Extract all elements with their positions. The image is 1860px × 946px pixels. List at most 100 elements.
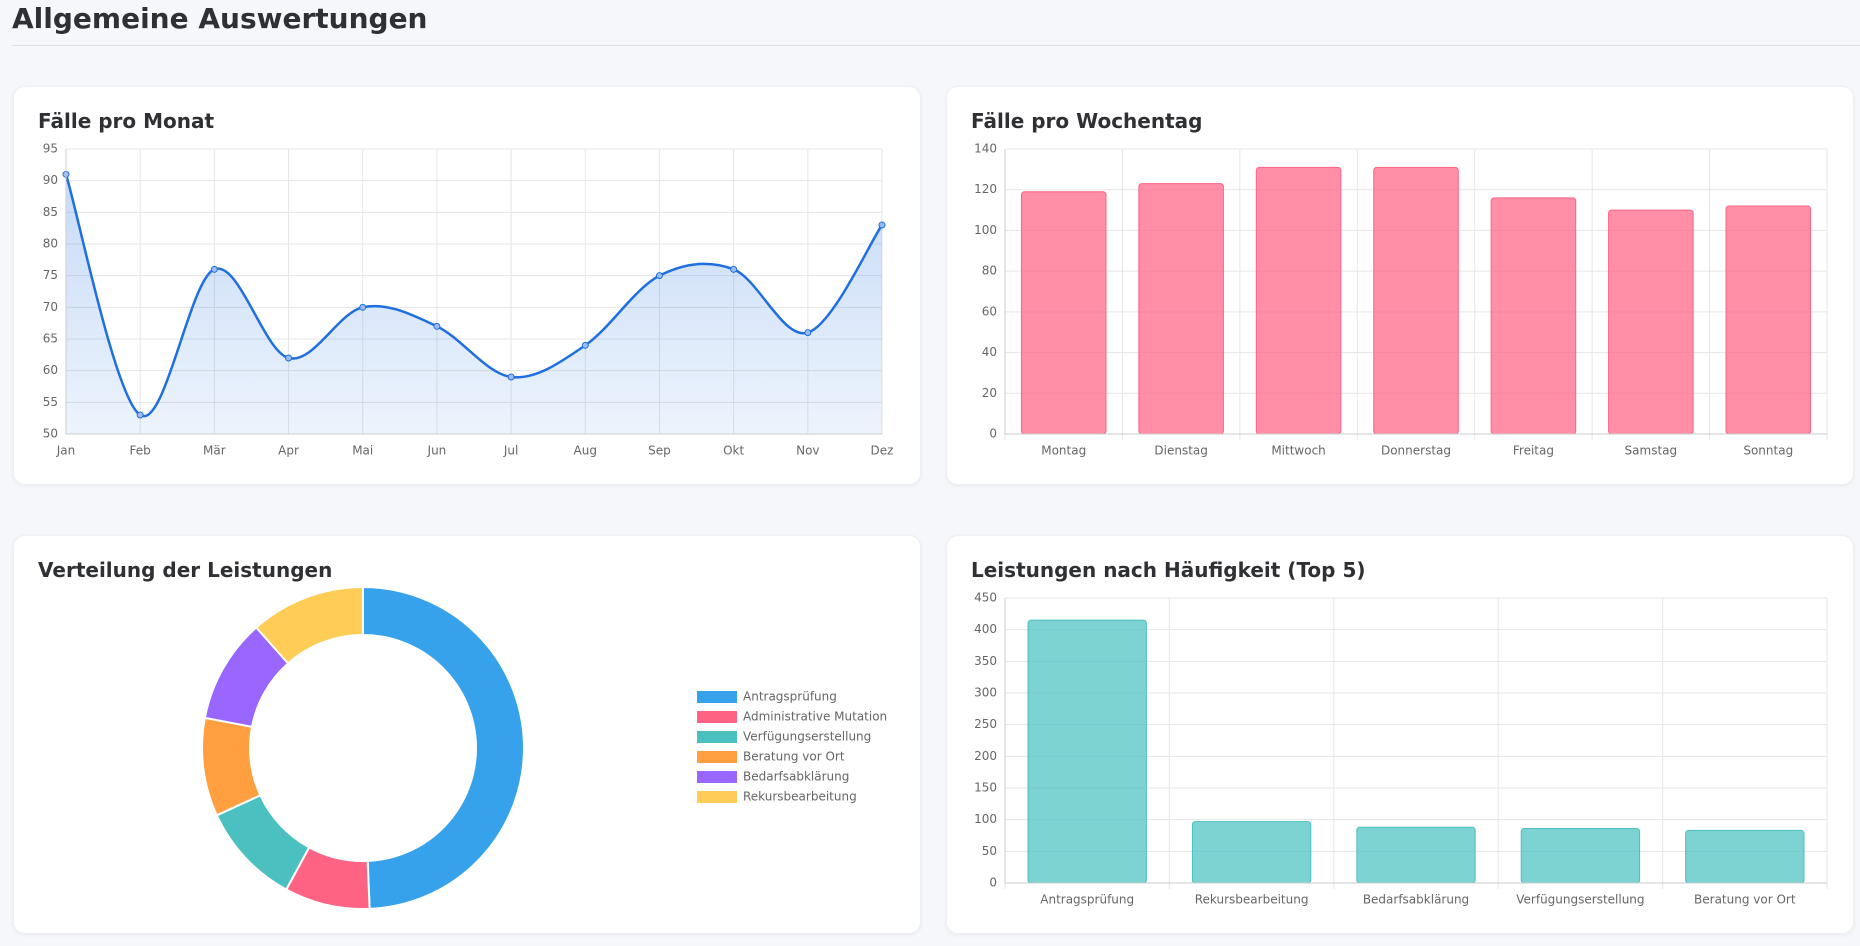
point bbox=[730, 265, 738, 273]
x-tick-label: Samstag bbox=[1625, 444, 1678, 458]
x-tick-label: Bedarfsabklärung bbox=[1363, 893, 1469, 907]
chart-title: Verteilung der Leistungen bbox=[38, 558, 333, 582]
page-title: Allgemeine Auswertungen bbox=[12, 2, 428, 35]
doughnut-segment bbox=[362, 585, 525, 910]
chart-title: Fälle pro Wochentag bbox=[971, 109, 1203, 133]
chart-title: Leistungen nach Häufigkeit (Top 5) bbox=[971, 558, 1366, 582]
x-tick-label: Mai bbox=[352, 444, 373, 458]
bar bbox=[1520, 828, 1641, 884]
y-tick-label: 55 bbox=[43, 395, 58, 409]
y-tick-label: 450 bbox=[974, 591, 997, 605]
y-tick-label: 60 bbox=[982, 304, 997, 318]
bar bbox=[1191, 821, 1312, 884]
y-tick-label: 60 bbox=[43, 363, 58, 377]
bar bbox=[1725, 205, 1812, 435]
point bbox=[878, 221, 886, 229]
divider bbox=[12, 45, 1860, 46]
legend-label: Administrative Mutation bbox=[743, 710, 887, 724]
x-tick-label: Jul bbox=[503, 444, 518, 458]
bar bbox=[1356, 826, 1476, 884]
legend-label: Antragsprüfung bbox=[743, 690, 837, 704]
point bbox=[581, 341, 589, 349]
y-tick-label: 0 bbox=[989, 427, 997, 441]
chart: 0 20 40 60 80 100 120 140 Montag Dienstag Mittwoch… bbox=[974, 142, 1828, 458]
y-tick-label: 150 bbox=[974, 781, 997, 795]
x-tick-label: Antragsprüfung bbox=[1040, 893, 1134, 907]
chart-card: Verteilung der Leistungen Antragsprüfung… bbox=[13, 535, 921, 934]
y-tick-label: 75 bbox=[43, 268, 58, 282]
point bbox=[804, 329, 812, 337]
point bbox=[433, 322, 441, 330]
chart-title: Fälle pro Monat bbox=[38, 109, 215, 133]
point bbox=[507, 373, 515, 381]
y-tick-label: 20 bbox=[982, 386, 997, 400]
x-tick-label: Dez bbox=[871, 444, 894, 458]
chart-card: Leistungen nach Häufigkeit (Top 5) 0 50 10… bbox=[946, 535, 1854, 934]
legend-label: Verfügungserstellung bbox=[743, 730, 871, 744]
y-tick-label: 70 bbox=[43, 300, 58, 314]
bar bbox=[1490, 197, 1577, 435]
point bbox=[210, 265, 218, 273]
chart-card: Fälle pro Monat 50 55 60 65 70 75 80 85 90 95 Jan F… bbox=[13, 86, 921, 485]
y-tick-label: 40 bbox=[982, 345, 997, 359]
bar bbox=[1608, 209, 1694, 435]
y-tick-label: 50 bbox=[43, 427, 58, 441]
y-tick-label: 85 bbox=[43, 205, 58, 219]
legend-label: Rekursbearbeitung bbox=[743, 790, 857, 804]
y-tick-label: 80 bbox=[43, 237, 58, 251]
x-tick-label: Apr bbox=[278, 444, 299, 458]
x-tick-label: Mär bbox=[203, 444, 226, 458]
y-tick-label: 250 bbox=[974, 717, 997, 731]
y-tick-label: 400 bbox=[974, 622, 997, 636]
y-tick-label: 200 bbox=[974, 749, 997, 763]
x-tick-label: Sep bbox=[648, 444, 671, 458]
x-tick-label: Aug bbox=[574, 444, 597, 458]
x-tick-label: Rekursbearbeitung bbox=[1195, 893, 1309, 907]
y-tick-label: 100 bbox=[974, 223, 997, 237]
x-tick-label: Donnerstag bbox=[1381, 444, 1451, 458]
legend-label: Bedarfsabklärung bbox=[743, 770, 849, 784]
x-tick-label: Jun bbox=[427, 444, 447, 458]
y-tick-label: 90 bbox=[43, 173, 58, 187]
x-tick-label: Jan bbox=[56, 444, 76, 458]
legend-swatch bbox=[697, 711, 737, 723]
x-tick-label: Nov bbox=[796, 444, 819, 458]
bar bbox=[1255, 166, 1342, 435]
legend-label: Beratung vor Ort bbox=[743, 750, 845, 764]
legend-swatch bbox=[697, 791, 737, 803]
point bbox=[136, 411, 144, 419]
y-tick-label: 300 bbox=[974, 686, 997, 700]
bar bbox=[1020, 191, 1107, 435]
y-tick-label: 65 bbox=[43, 332, 58, 346]
x-tick-label: Verfügungserstellung bbox=[1516, 893, 1644, 907]
doughnut-segment bbox=[254, 585, 364, 665]
x-tick-label: Mittwoch bbox=[1271, 444, 1325, 458]
x-tick-label: Montag bbox=[1041, 444, 1086, 458]
y-tick-label: 120 bbox=[974, 182, 997, 196]
x-tick-label: Feb bbox=[130, 444, 151, 458]
point bbox=[655, 272, 663, 280]
y-tick-label: 0 bbox=[989, 876, 997, 890]
x-tick-label: Freitag bbox=[1513, 444, 1554, 458]
point bbox=[359, 303, 367, 311]
y-tick-label: 350 bbox=[974, 654, 997, 668]
y-tick-label: 140 bbox=[974, 142, 997, 156]
area bbox=[66, 174, 882, 434]
x-tick-label: Beratung vor Ort bbox=[1694, 893, 1796, 907]
x-tick-label: Dienstag bbox=[1154, 444, 1208, 458]
y-tick-label: 100 bbox=[974, 812, 997, 826]
y-tick-label: 50 bbox=[982, 844, 997, 858]
legend-swatch bbox=[697, 771, 737, 783]
legend-swatch bbox=[697, 751, 737, 763]
x-tick-label: Sonntag bbox=[1743, 444, 1793, 458]
bar bbox=[1138, 183, 1224, 435]
legend-swatch bbox=[697, 691, 737, 703]
bar bbox=[1373, 166, 1459, 435]
chart: 0 50 100 150 200 250 300 350 400 450 Antragsprüfun… bbox=[974, 591, 1828, 907]
bar bbox=[1685, 829, 1805, 884]
point bbox=[285, 354, 293, 362]
y-tick-label: 80 bbox=[982, 264, 997, 278]
chart: Antragsprüfung Administrative Mutation Ver… bbox=[201, 585, 887, 910]
y-tick-label: 95 bbox=[43, 142, 58, 156]
